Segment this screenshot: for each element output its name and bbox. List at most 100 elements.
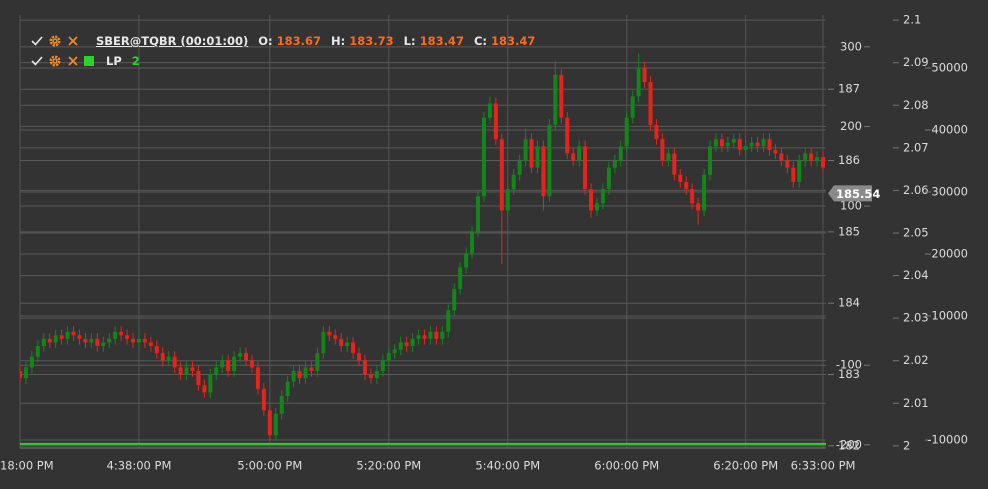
remove-icon[interactable] (66, 54, 80, 68)
remove-icon[interactable] (66, 34, 80, 48)
candle-body (458, 267, 463, 289)
candle-body (612, 160, 617, 168)
candle-body (630, 96, 635, 118)
legend-label: L: (403, 34, 416, 48)
candle-body (547, 124, 552, 197)
check-icon[interactable] (30, 54, 44, 68)
settings-icon[interactable] (48, 34, 62, 48)
candle-body (719, 139, 724, 147)
candle-body (202, 385, 207, 393)
candle-body (321, 331, 326, 354)
candle-body (517, 160, 522, 175)
candle-body (357, 353, 362, 361)
candle-body (226, 360, 231, 371)
y-tick-label: -200 (836, 437, 862, 451)
y-tick-label: 2.05 (903, 225, 929, 239)
y-tick-label: 40000 (931, 122, 968, 136)
candle-body (678, 174, 683, 182)
candle-body (89, 338, 94, 343)
price-marker-label: 185.54 (836, 187, 880, 201)
y-tick-label: 2.06 (903, 183, 929, 197)
candle-body (440, 331, 445, 339)
x-tick-label: 4:38:00 PM (107, 459, 172, 473)
candle-body (35, 345, 40, 357)
candle-body (232, 356, 237, 371)
candle-body (363, 360, 368, 375)
legend-row: SBER@TQBR (00:01:00) O: 183.67 H: 183.73 L: 1… (30, 31, 541, 51)
candle-body (119, 331, 124, 336)
legend-value: 183.47 (419, 34, 464, 48)
candle-body (743, 146, 748, 150)
candle-body (476, 196, 481, 232)
candle-body (487, 103, 492, 118)
y-tick-label: 185 (838, 224, 860, 238)
x-tick-label: 6:20:00 PM (713, 459, 778, 473)
candle-body (589, 189, 594, 211)
candle-body (791, 167, 796, 182)
y-tick-label: 2.09 (903, 55, 929, 69)
y-tick-label: 100 (840, 199, 862, 213)
legend-value: 183.67 (276, 34, 321, 48)
candle-body (196, 370, 201, 386)
candle-body (624, 117, 629, 147)
candle-body (95, 338, 100, 346)
y-tick-label: 186 (838, 153, 860, 167)
candle-body (708, 146, 713, 175)
candle-body (190, 367, 195, 371)
candle-body (279, 395, 284, 414)
candle-body (410, 338, 415, 346)
candle-body (684, 181, 689, 190)
grid (19, 15, 826, 448)
y-tick-label: 2.02 (903, 353, 929, 367)
candle-body (148, 342, 153, 346)
candle-body (59, 335, 64, 339)
candle-body (273, 413, 278, 436)
candle-body (20, 370, 22, 379)
candle-body (214, 367, 219, 375)
y-tick-label: 2.07 (903, 140, 929, 154)
candle-body (368, 374, 373, 379)
candle-body (565, 117, 570, 154)
candle-body (125, 335, 130, 339)
candle-body (404, 342, 409, 346)
check-icon[interactable] (30, 34, 44, 48)
candle-body (636, 67, 641, 97)
y-tick-label: 2.01 (903, 396, 929, 410)
y-tick-label: 2.08 (903, 98, 929, 112)
x-tick-label: 18:00 PM (0, 459, 54, 473)
ohlc-values: O: 183.67 H: 183.73 L: 183.47 C: 183.47 (258, 34, 541, 48)
y-tick-label: 187 (838, 82, 860, 96)
candle-body (386, 353, 391, 361)
candle-body (285, 381, 290, 396)
y-tick-label: 2 (903, 438, 910, 452)
y-tick-label: 2.03 (903, 311, 929, 325)
candle-body (702, 174, 707, 211)
candle-body (553, 74, 558, 125)
candle-body (481, 117, 486, 197)
series-title: SBER@TQBR (00:01:00) (96, 34, 249, 48)
candle-body (618, 146, 623, 161)
candle-body (535, 146, 540, 168)
legend-value: 183.73 (349, 34, 394, 48)
candle-body (41, 338, 46, 346)
candle-body (571, 153, 576, 161)
candle-body (101, 342, 106, 346)
candle-body (309, 367, 314, 371)
candle-body (249, 360, 254, 368)
legend-label: O: (258, 34, 273, 48)
y-tick-label: 2.1 (903, 13, 921, 27)
settings-icon[interactable] (48, 54, 62, 68)
candle-body (803, 153, 808, 161)
candle-body (131, 338, 136, 343)
candle-body (315, 353, 320, 371)
candle-body (422, 335, 427, 339)
y-tick-label: 10000 (931, 309, 968, 323)
candle-body (452, 288, 457, 311)
candle-body (773, 149, 778, 154)
x-tick-label: 5:20:00 PM (356, 459, 421, 473)
candle-body (416, 335, 421, 339)
candle-body (797, 160, 802, 182)
candle-body (731, 139, 736, 143)
candle-body (339, 338, 344, 346)
